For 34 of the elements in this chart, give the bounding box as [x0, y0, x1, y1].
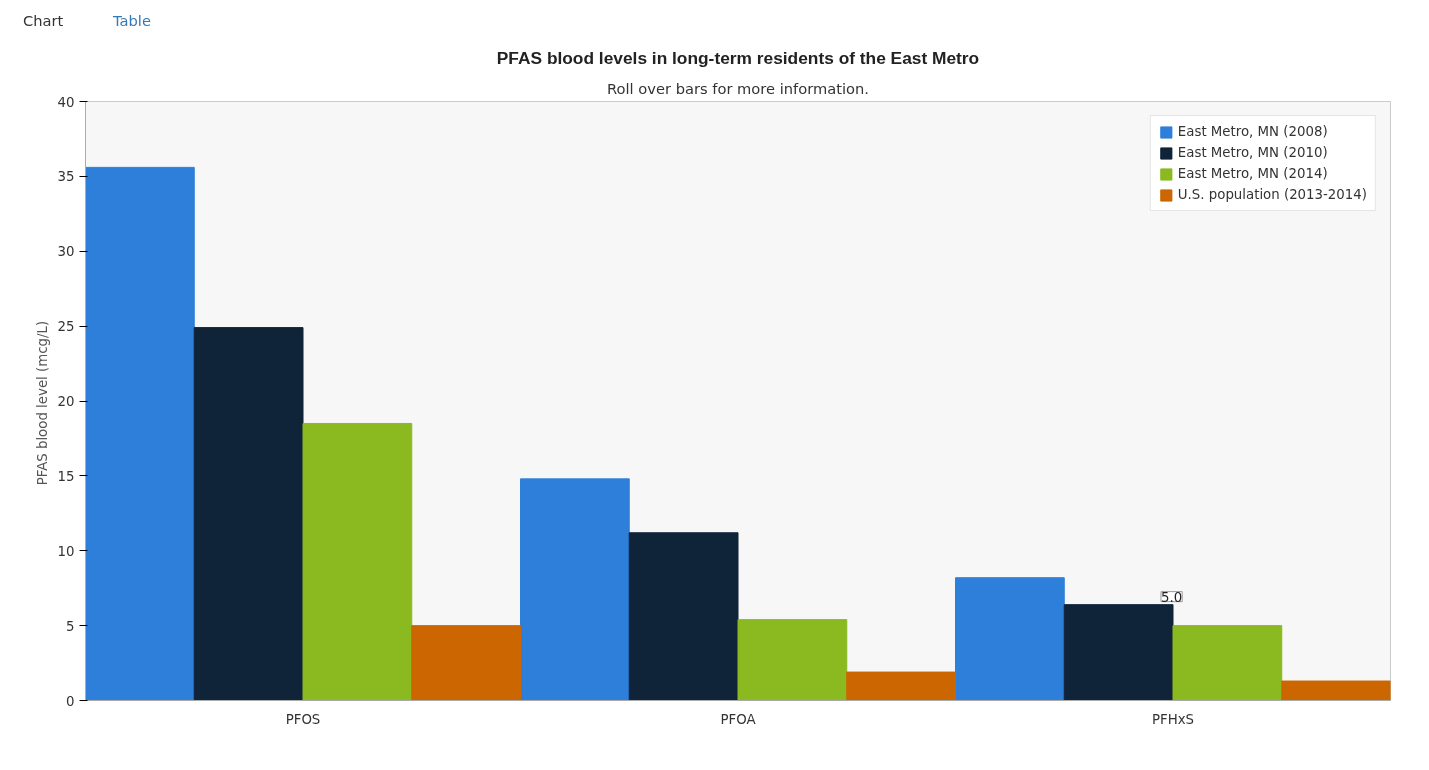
legend-label: U.S. population (2013-2014)	[1177, 187, 1367, 202]
y-axis-title: PFAS blood level (mcg/L)	[34, 320, 50, 486]
y-tick-label: 15	[57, 468, 75, 484]
y-tick-label: 0	[66, 693, 75, 709]
bar	[520, 478, 630, 701]
legend-label: East Metro, MN (2014)	[1177, 166, 1328, 181]
y-tick-label: 35	[57, 169, 75, 185]
bar	[85, 166, 195, 701]
y-tick-label: 5	[66, 618, 75, 634]
y-tick-label: 30	[57, 244, 75, 260]
bar	[737, 619, 848, 701]
bar	[628, 532, 739, 701]
bar	[1172, 625, 1283, 701]
bar	[411, 625, 521, 701]
y-tick-label: 25	[57, 319, 75, 335]
bar	[1063, 604, 1174, 701]
bar	[1281, 680, 1391, 701]
bar	[846, 671, 956, 701]
x-tick-label: PFHxS	[1151, 711, 1195, 727]
chart-subtitle: Roll over bars for more information.	[607, 79, 869, 97]
y-tick-label: 10	[57, 543, 75, 559]
y-tick-label: 20	[57, 394, 75, 409]
annotation: 5.0	[1161, 589, 1183, 605]
legend-label: East Metro, MN (2010)	[1177, 145, 1328, 160]
x-tick-label: PFOA	[720, 711, 756, 727]
text: Table	[113, 11, 151, 31]
text: Chart	[23, 11, 64, 31]
bar	[193, 327, 304, 701]
legend-label: East Metro, MN (2008)	[1177, 124, 1328, 139]
x-tick-label: PFOS	[285, 711, 321, 727]
bar	[955, 577, 1065, 701]
bar	[302, 422, 413, 701]
y-tick-label: 40	[57, 94, 75, 110]
chart-title: PFAS blood levels in long-term residents of the East Metro	[496, 47, 980, 68]
